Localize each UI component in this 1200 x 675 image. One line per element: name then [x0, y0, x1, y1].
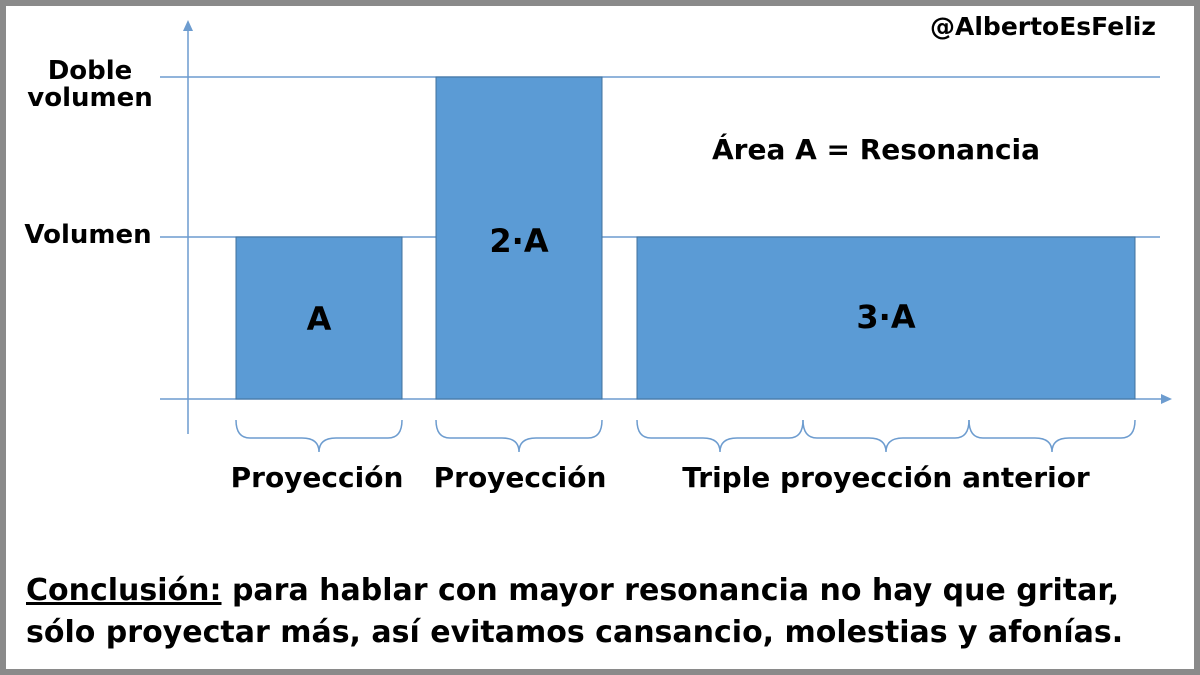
- author-handle: @AlbertoEsFeliz: [930, 12, 1156, 41]
- brace-triple-1: [636, 419, 804, 453]
- category-label-1: Proyección: [230, 461, 404, 494]
- y-axis-arrowhead: [183, 20, 193, 31]
- conclusion-text: Conclusión: para hablar con mayor resona…: [26, 570, 1186, 654]
- category-label-3: Triple proyección anterior: [682, 461, 1090, 494]
- bar-label-2a: 2·A: [489, 222, 549, 260]
- category-label-2: Proyección: [433, 461, 607, 494]
- conclusion-lead: Conclusión:: [26, 573, 222, 608]
- y-label-volume: Volumen: [24, 220, 152, 250]
- x-axis-arrowhead: [1161, 394, 1172, 404]
- bar-a: [235, 236, 403, 400]
- area-resonance-note: Área A = Resonancia: [712, 133, 1041, 166]
- bar-2a: [435, 76, 603, 400]
- brace-triple-3: [968, 419, 1136, 453]
- bar-label-3a: 3·A: [856, 298, 916, 336]
- bar-3a: [636, 236, 1136, 400]
- brace-proyeccion-1: [235, 419, 403, 453]
- brace-triple-2: [802, 419, 970, 453]
- y-label-double-volume: Doble volumen: [20, 58, 160, 112]
- brace-proyeccion-2: [435, 419, 603, 453]
- bar-label-a: A: [306, 300, 332, 338]
- y-label-double-line2: volumen: [27, 83, 153, 113]
- y-label-double-line1: Doble: [47, 56, 133, 86]
- conclusion-body: para hablar con mayor resonancia no hay …: [26, 573, 1124, 650]
